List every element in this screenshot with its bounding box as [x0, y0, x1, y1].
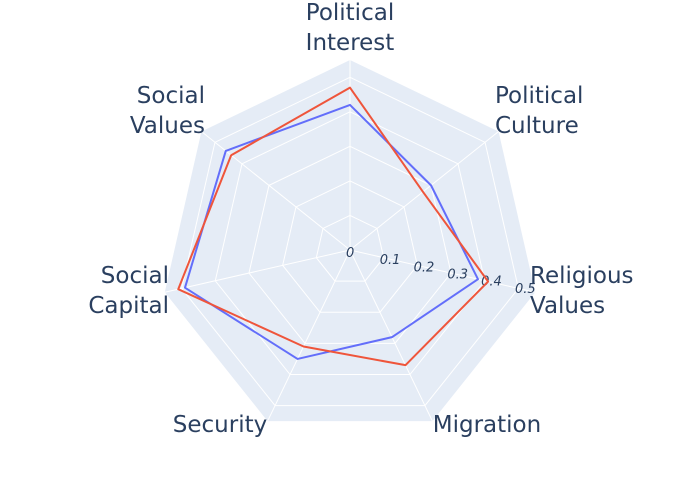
grid-spoke-4 [267, 249, 351, 422]
radial-tick-label: 0.2 [414, 260, 435, 275]
axis-label-line: Security [173, 412, 267, 438]
grid-spoke-5 [164, 249, 351, 293]
axis-label: Security [173, 412, 267, 438]
axis-label: Political Interest [306, 0, 395, 56]
axis-label-line: Culture [495, 113, 579, 139]
axis-label: Social Capital [88, 263, 169, 319]
axis-label-line: Migration [433, 412, 541, 438]
axis-label: Religious Values [530, 263, 634, 319]
grid-ring-1 [315, 214, 385, 282]
radial-tick-label: 0.5 [515, 282, 536, 297]
grid-spoke-3 [349, 249, 433, 422]
radial-tick-label: 0 [346, 246, 354, 261]
axis-label-line: Values [530, 293, 605, 319]
grid-ring-5 [181, 76, 519, 407]
axis-label-line: Social [137, 83, 205, 109]
grid-spoke-1 [349, 131, 499, 251]
grid-ring-2 [282, 180, 418, 313]
series-line-1 [177, 86, 490, 367]
series-line-0 [183, 103, 479, 360]
axis-label-line: Interest [306, 30, 395, 56]
axis-label-line: Values [130, 113, 205, 139]
radial-tick-label: 0.3 [447, 268, 468, 283]
axis-label-line: Political [495, 83, 583, 109]
grid-ring-4 [214, 111, 486, 375]
axis-label: Migration [433, 412, 541, 438]
axis-label: Social Values [130, 83, 205, 139]
axis-label-line: Political [306, 0, 394, 26]
radial-tick-label: 0.1 [380, 253, 401, 268]
axis-label-line: Religious [530, 263, 634, 289]
grid-spoke-2 [349, 249, 536, 293]
axis-label-line: Social [101, 263, 169, 289]
axis-label: Political Culture [495, 83, 583, 139]
grid-ring-3 [248, 145, 452, 344]
axis-label-line: Capital [88, 293, 169, 319]
